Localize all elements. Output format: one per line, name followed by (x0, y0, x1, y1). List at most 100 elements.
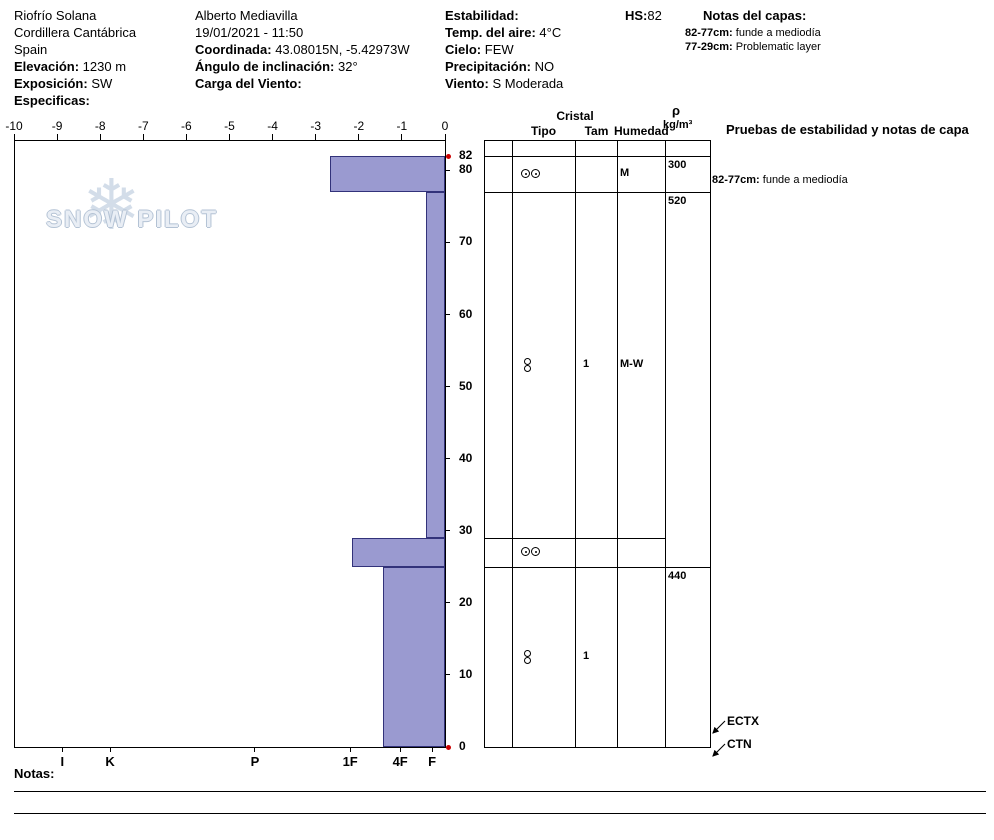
specifics-label: Especificas: (14, 93, 90, 108)
test-result-ectx: ECTX (727, 714, 760, 728)
depth-tick (445, 314, 450, 316)
depth-tick-label: 10 (459, 666, 473, 681)
table-column-line (665, 140, 666, 747)
layer-note-2-range: 77-29cm: (685, 41, 733, 53)
x-axis-tick-label: -6 (181, 119, 192, 133)
hardness-bar-29-25 (351, 537, 445, 567)
stability-test-arrows (712, 720, 726, 757)
air-temp-label: Temp. del aire: (445, 25, 536, 40)
depth-tick-label: 0 (459, 739, 466, 753)
grain-circle (524, 365, 531, 372)
depth-tick (445, 241, 450, 243)
layer-notes-title: Notas del capas: (703, 8, 806, 23)
depth-tick (445, 674, 450, 676)
grain-type-symbol (524, 649, 531, 664)
table-top-border (484, 140, 711, 141)
x-axis-tick-label: -3 (310, 119, 322, 133)
notes-label-text: Notas: (14, 766, 55, 781)
depth-tick-label: 60 (459, 306, 473, 321)
stability-line: Estabilidad: (445, 8, 519, 23)
grain-type-symbol (521, 169, 540, 179)
grain-circle (524, 358, 531, 365)
layer-boundary-77cm (484, 192, 710, 194)
depth-tick-label: 80 (459, 162, 473, 177)
hardness-bar-82-77 (329, 156, 445, 193)
grain-circle (531, 169, 540, 179)
hardness-scale-label: F (428, 754, 437, 769)
depth-tick-label: 30 (459, 522, 473, 537)
table-column-line (617, 140, 618, 747)
hardness-scale-label: K (105, 754, 115, 769)
snow-height-line: HS:82 (625, 8, 662, 23)
wind-value: S Moderada (492, 76, 564, 91)
x-axis-tick-label: 0 (441, 119, 449, 133)
x-axis-tick (13, 134, 15, 140)
grain-circle (531, 547, 540, 557)
x-axis-tick (401, 134, 403, 140)
grain-size-value: 1 (582, 358, 590, 370)
air-temp-value: 4°C (539, 25, 562, 40)
x-axis-tick-label: -1 (396, 119, 408, 133)
wind-loading-label: Carga del Viento: (195, 76, 302, 91)
ground-marker (446, 744, 451, 750)
snow-height-value: 82 (647, 8, 662, 23)
snow-height-label: HS: (625, 8, 648, 23)
slope-angle-line: Ángulo de inclinación: 32° (195, 59, 358, 74)
specifics-line: Especificas: (14, 93, 90, 108)
hardness-scale-label: I (60, 754, 65, 769)
snowpilot-watermark: ❄ SNOW PILOT (42, 170, 252, 260)
table-column-line (575, 140, 576, 747)
x-axis-tick (142, 134, 144, 140)
density-value: 520 (668, 195, 687, 208)
panel-note-text: funde a mediodía (762, 174, 848, 186)
panel-layer-note-82-77: 82-77cm: funde a mediodía (712, 174, 848, 187)
layer-note-2-text: Problematic layer (735, 41, 821, 53)
depth-tick-label: 70 (459, 234, 473, 249)
watermark-text: SNOW PILOT (46, 206, 218, 233)
depth-tick (445, 602, 450, 604)
elevation-label: Elevación: (14, 59, 80, 74)
coordinates-line: Coordinada: 43.08015N, -5.42973W (195, 42, 410, 57)
layer-boundary-29cm (484, 537, 665, 539)
col-header-rho-units: kg/m³ (663, 119, 693, 131)
grain-circle (524, 649, 531, 657)
col-header-tipo: Tipo (530, 124, 557, 138)
grain-size-value: 1 (582, 649, 590, 662)
hardness-profile-plot (14, 140, 446, 748)
hardness-tick (61, 748, 63, 752)
snowflake-icon: ❄ (82, 164, 141, 246)
depth-tick-label: 20 (459, 594, 473, 609)
grain-type-symbol (521, 547, 540, 557)
table-column-line (710, 140, 711, 747)
hardness-scale-label: 4F (392, 754, 408, 769)
site-range: Cordillera Cantábrica (14, 25, 137, 40)
density-value: 440 (668, 569, 687, 582)
elevation-line: Elevación: 1230 m (14, 59, 126, 74)
slope-angle-value: 32° (338, 59, 358, 74)
hardness-tick (399, 748, 401, 752)
precip-label: Precipitación: (445, 59, 531, 74)
layer-boundary-25cm (484, 566, 710, 568)
aspect-value: SW (91, 76, 113, 91)
precip-value: NO (534, 59, 555, 74)
hardness-tick (254, 748, 256, 752)
precip-line: Precipitación: NO (445, 59, 554, 74)
hardness-bar-25-0 (382, 566, 445, 747)
surface-marker (446, 153, 451, 159)
col-header-rho: ρ (672, 103, 681, 118)
panel-note-range: 82-77cm: (712, 174, 760, 186)
notes-section-label: Notas: (14, 766, 54, 781)
layer-note-1-range: 82-77cm: (685, 27, 733, 39)
x-axis-tick-label: -8 (94, 119, 106, 133)
x-axis-tick-label: -9 (51, 119, 63, 133)
hardness-tick (109, 748, 111, 752)
humidity-value: M (620, 167, 630, 180)
sky-value: FEW (484, 42, 514, 57)
x-axis-tick-label: -4 (267, 119, 278, 133)
aspect-label: Exposición: (14, 76, 88, 91)
x-axis-tick (99, 134, 101, 140)
hardness-tick (349, 748, 351, 752)
x-axis-tick (315, 134, 317, 140)
grain-type-symbol (524, 358, 531, 372)
notes-rule-1 (14, 791, 986, 792)
